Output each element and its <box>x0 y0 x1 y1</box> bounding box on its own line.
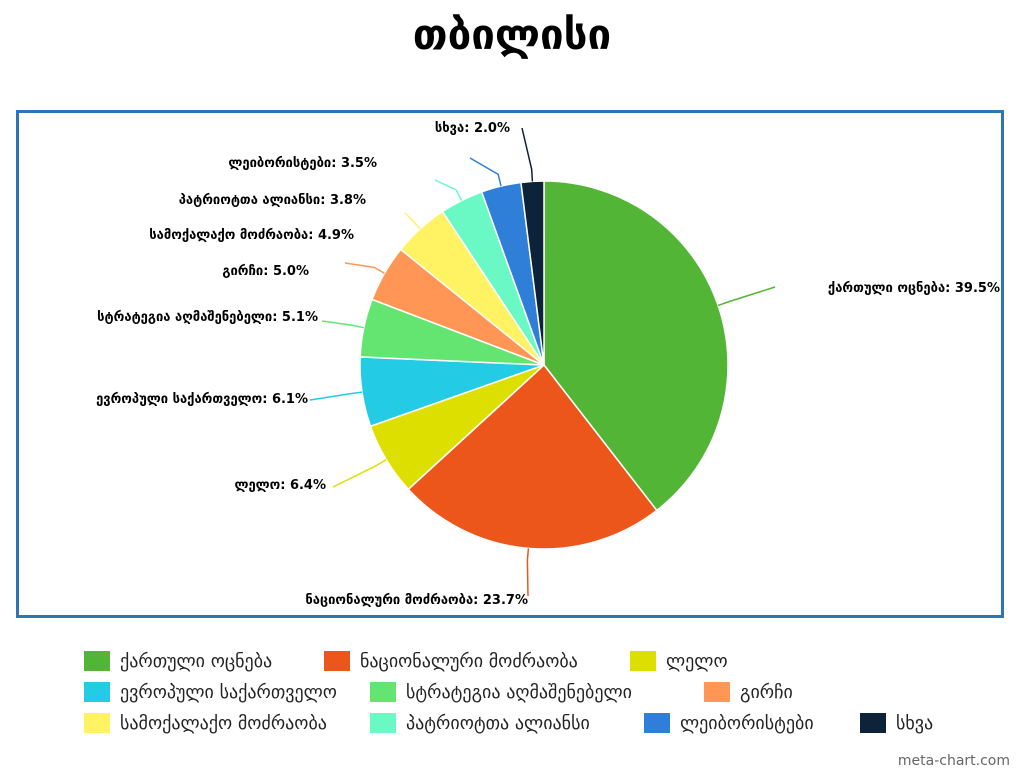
legend-label: გირჩი <box>740 681 793 703</box>
legend-swatch <box>370 713 396 733</box>
data-label-2: ნაციონალური მოძრაობა: 23.7% <box>305 593 528 608</box>
legend-swatch <box>84 713 110 733</box>
chart-title: თბილისი <box>412 10 612 59</box>
legend-item-7[interactable]: სამოქალაქო მოძრაობა <box>84 712 327 734</box>
leader-line-5 <box>321 320 364 329</box>
legend-item-5[interactable]: სტრატეგია აღმაშენებელი <box>370 681 632 703</box>
legend-swatch <box>324 651 350 671</box>
legend-label: ლელო <box>666 650 728 672</box>
leader-line-10 <box>521 127 534 182</box>
leader-line-1 <box>717 286 776 307</box>
legend-item-3[interactable]: ლელო <box>630 650 728 672</box>
legend-label: სხვა <box>896 712 934 734</box>
leader-line-8 <box>434 179 463 201</box>
leader-line-7 <box>404 212 421 230</box>
legend-item-1[interactable]: ქართული ოცნება <box>84 650 272 672</box>
leader-line-6 <box>344 262 385 274</box>
data-label-10: სხვა: 2.0% <box>435 121 510 136</box>
data-label-9: ლეიბორისტები: 3.5% <box>228 156 377 171</box>
legend-swatch <box>860 713 886 733</box>
pie-slice-2[interactable] <box>407 363 658 550</box>
data-label-4: ევროპული საქართველო: 6.1% <box>96 392 308 407</box>
chart-frame <box>16 110 1004 618</box>
legend-label: სტრატეგია აღმაშენებელი <box>406 681 632 703</box>
pie-slice-1[interactable] <box>543 180 729 512</box>
leader-line-3 <box>332 459 387 488</box>
legend-item-9[interactable]: ლეიბორისტები <box>644 712 814 734</box>
legend-swatch <box>704 682 730 702</box>
legend-item-4[interactable]: ევროპული საქართველო <box>84 681 337 703</box>
legend-item-6[interactable]: გირჩი <box>704 681 793 703</box>
leader-line-9 <box>469 157 502 187</box>
legend-label: ნაციონალური მოძრაობა <box>360 650 578 672</box>
legend-label: პატრიოტთა ალიანსი <box>406 712 590 734</box>
data-label-5: სტრატეგია აღმაშენებელი: 5.1% <box>97 310 318 325</box>
data-label-7: სამოქალაქო მოძრაობა: 4.9% <box>149 228 354 243</box>
legend-label: ევროპული საქართველო <box>120 681 337 703</box>
data-label-3: ლელო: 6.4% <box>234 478 326 493</box>
legend-swatch <box>630 651 656 671</box>
credit-text: meta-chart.com <box>897 753 1010 769</box>
legend-item-10[interactable]: სხვა <box>860 712 933 734</box>
legend-swatch <box>84 682 110 702</box>
legend-swatch <box>370 682 396 702</box>
data-label-1: ქართული ოცნება: 39.5% <box>828 281 1000 296</box>
data-label-8: პატრიოტთა ალიანსი: 3.8% <box>179 193 366 208</box>
leader-line-2 <box>526 548 530 597</box>
leader-line-4 <box>309 391 363 401</box>
legend-label: ლეიბორისტები <box>680 712 814 734</box>
data-label-6: გირჩი: 5.0% <box>222 264 309 279</box>
legend-label: ქართული ოცნება <box>120 650 273 672</box>
legend-item-2[interactable]: ნაციონალური მოძრაობა <box>324 650 578 672</box>
legend-label: სამოქალაქო მოძრაობა <box>120 712 327 734</box>
legend-swatch <box>84 651 110 671</box>
legend-item-8[interactable]: პატრიოტთა ალიანსი <box>370 712 590 734</box>
legend-swatch <box>644 713 670 733</box>
